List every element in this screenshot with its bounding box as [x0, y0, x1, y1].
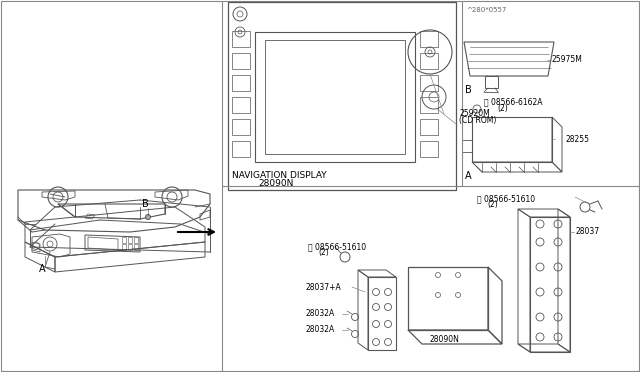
Text: Ⓢ 08566-51610: Ⓢ 08566-51610 [308, 243, 366, 251]
Text: 28032A: 28032A [305, 326, 334, 334]
Text: 28255: 28255 [565, 135, 589, 144]
Text: 28090N: 28090N [430, 334, 460, 343]
Text: (2): (2) [318, 248, 329, 257]
Text: 25920M: 25920M [459, 109, 490, 119]
Text: ^280*0557: ^280*0557 [466, 7, 506, 13]
Text: (2): (2) [497, 103, 508, 112]
Circle shape [145, 215, 150, 219]
Text: 28090N: 28090N [258, 179, 293, 187]
Text: NAVIGATION DISPLAY: NAVIGATION DISPLAY [232, 171, 326, 180]
Text: A: A [38, 264, 45, 274]
Text: B: B [465, 85, 472, 95]
Text: (2): (2) [487, 201, 498, 209]
Text: B: B [141, 199, 148, 209]
Text: Ⓢ 08566-51610: Ⓢ 08566-51610 [477, 195, 535, 203]
Text: 28032A: 28032A [305, 310, 334, 318]
Text: A: A [465, 171, 472, 181]
Text: 25975M: 25975M [552, 55, 583, 64]
Text: (CD ROM): (CD ROM) [459, 116, 497, 125]
Text: 28037+A: 28037+A [305, 282, 340, 292]
Text: 28037: 28037 [575, 228, 599, 237]
Text: Ⓢ 08566-6162A: Ⓢ 08566-6162A [484, 97, 543, 106]
